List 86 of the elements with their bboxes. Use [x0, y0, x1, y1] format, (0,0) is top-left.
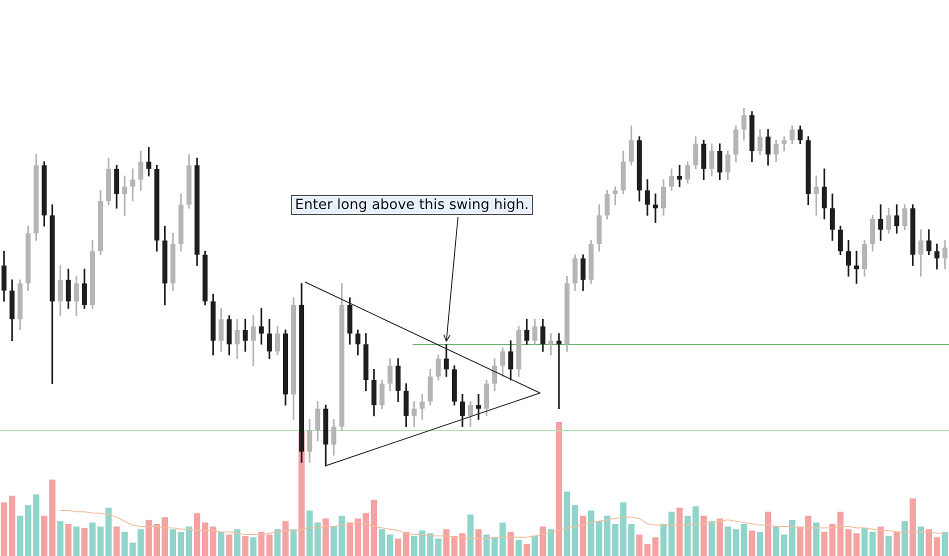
bar [386, 534, 394, 556]
bar [65, 524, 72, 556]
bar [57, 521, 64, 556]
bar [258, 532, 265, 556]
bar [194, 513, 200, 556]
bar [475, 529, 482, 556]
bar [564, 492, 570, 556]
bar [500, 522, 506, 556]
candlestick [556, 333, 562, 410]
bar [170, 529, 176, 556]
bar [491, 537, 498, 556]
bar [73, 526, 80, 556]
bar [845, 529, 852, 556]
bar [394, 538, 402, 556]
candlestick [476, 394, 482, 420]
bar [918, 526, 924, 556]
bar [700, 516, 707, 556]
bar [636, 534, 643, 556]
bar [290, 529, 297, 556]
bar [837, 512, 844, 556]
bar [644, 544, 651, 556]
bar [16, 516, 24, 556]
bar [886, 536, 892, 556]
bar [942, 532, 948, 556]
bar [926, 529, 932, 556]
bar [226, 534, 232, 556]
bar [934, 537, 940, 556]
bar [524, 544, 530, 556]
bar [660, 524, 667, 556]
bar [813, 522, 820, 556]
bar [362, 513, 370, 556]
bar [902, 521, 908, 556]
bar [113, 526, 120, 556]
bar [250, 537, 256, 556]
bar [652, 537, 659, 556]
bar [556, 422, 562, 556]
bar [266, 534, 273, 556]
bar [756, 532, 764, 556]
bar [572, 505, 578, 556]
bar [8, 496, 16, 556]
bar [668, 512, 675, 556]
bar [282, 521, 289, 556]
bar [853, 533, 860, 556]
bar [403, 532, 410, 556]
bar [322, 518, 329, 556]
bar [459, 533, 466, 556]
bar [443, 529, 450, 556]
bar [894, 532, 900, 556]
bar [105, 508, 112, 556]
bar [186, 526, 192, 556]
bar [0, 502, 8, 556]
bar [81, 528, 88, 556]
bar [772, 526, 780, 556]
bar [708, 521, 715, 556]
bar [370, 500, 378, 556]
bar [483, 534, 490, 556]
bar [580, 516, 586, 556]
bar [764, 512, 772, 556]
candlestick [854, 250, 860, 284]
bar [242, 536, 248, 556]
bar [89, 522, 96, 556]
bar [740, 524, 748, 556]
annotation: Enter long above this swing high. [291, 195, 533, 215]
bar [532, 536, 538, 556]
bar [274, 529, 281, 556]
bar [548, 529, 554, 556]
bar [234, 529, 240, 556]
bar [869, 532, 876, 556]
bar [748, 530, 756, 556]
bar [378, 529, 386, 556]
bar [467, 514, 474, 556]
bar [97, 526, 104, 556]
bar [508, 532, 514, 556]
bar [516, 540, 522, 556]
bar [540, 526, 546, 556]
bar [878, 526, 884, 556]
bar [910, 498, 916, 556]
bar [451, 536, 458, 556]
bar [218, 532, 224, 556]
bar [202, 522, 208, 556]
candlestick [652, 194, 658, 223]
bar [676, 508, 683, 556]
bar [716, 518, 723, 556]
bar [210, 526, 216, 556]
bar [861, 528, 868, 556]
bar [178, 532, 184, 556]
